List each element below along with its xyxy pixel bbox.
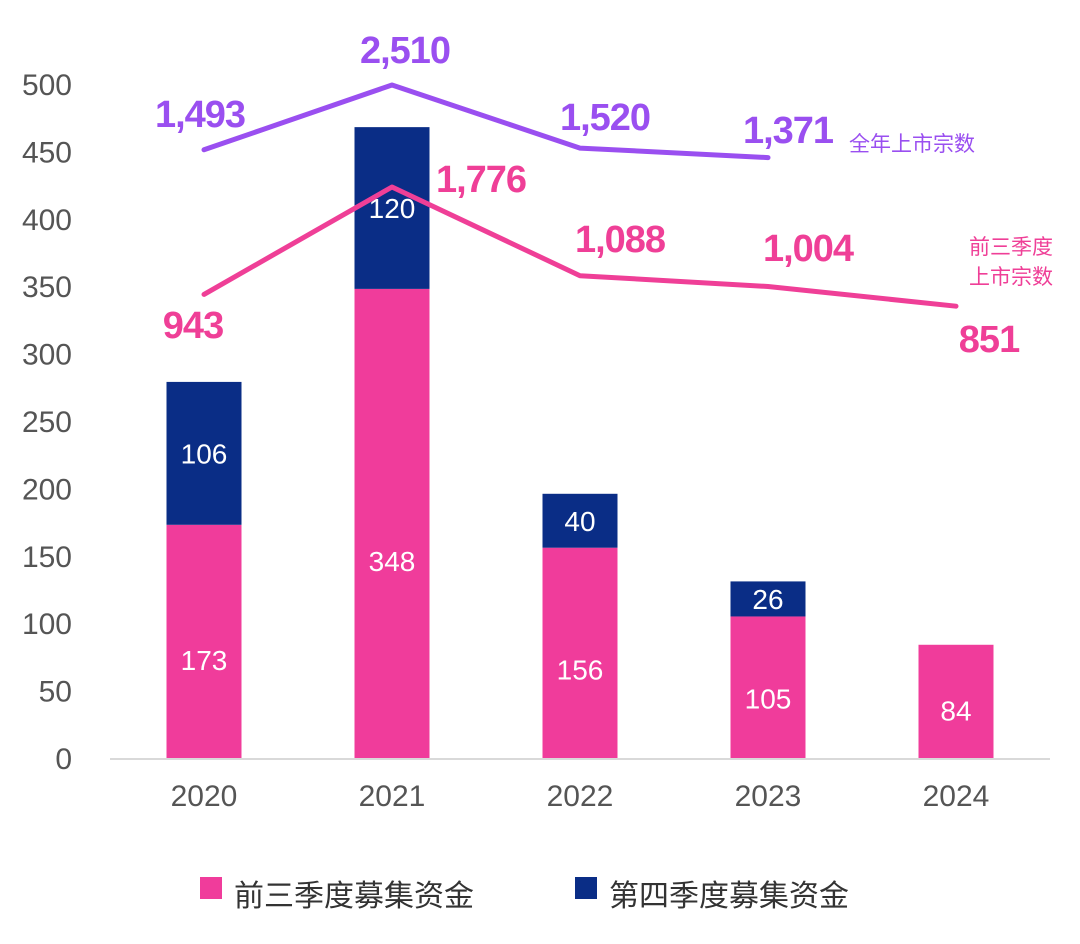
- legend: 前三季度募集资金 第四季度募集资金: [200, 877, 849, 914]
- x-tick-label: 2024: [923, 780, 990, 813]
- line-series-tag: 全年上市宗数: [849, 132, 975, 156]
- y-tick-label: 350: [22, 271, 72, 304]
- y-axis: 0 50 100 150 200 250 300 350 400 450 500: [22, 69, 72, 776]
- y-tick-label: 450: [22, 136, 72, 169]
- lines: 1,493 2,510 1,520 1,371 全年上市宗数 943 1,776 1,088 1…: [155, 30, 1053, 361]
- legend-label-q1q3: 前三季度募集资金: [234, 879, 474, 914]
- bar-q1q3-2022: [542, 547, 618, 758]
- bar-value-label: 106: [181, 438, 228, 469]
- legend-swatch-q4: [575, 877, 597, 899]
- bar-q4-2023: [730, 581, 806, 617]
- x-axis: 2020 2021 2022 2023 2024: [171, 780, 990, 813]
- y-tick-label: 150: [22, 541, 72, 574]
- bar-q4-2020: [166, 381, 242, 525]
- line-value-label: 943: [163, 305, 223, 347]
- bar-value-label: 348: [369, 546, 416, 577]
- line-value-label: 1,520: [560, 97, 650, 139]
- line-value-label: 1,004: [763, 228, 854, 270]
- bar-value-label: 156: [557, 655, 604, 686]
- x-tick-label: 2023: [735, 780, 802, 813]
- line-series-tag: 上市宗数: [969, 265, 1053, 289]
- line-value-label: 1,493: [155, 94, 245, 136]
- line-series-tag: 前三季度: [969, 235, 1053, 259]
- line-value-label: 1,776: [436, 159, 526, 201]
- y-tick-label: 100: [22, 608, 72, 641]
- bar-q1q3-2020: [166, 524, 242, 758]
- y-tick-label: 500: [22, 69, 72, 102]
- bar-q1q3-2024: [918, 644, 994, 758]
- line-value-label: 2,510: [360, 30, 450, 72]
- x-tick-label: 2020: [171, 780, 238, 813]
- y-tick-label: 50: [39, 676, 72, 709]
- bar-q1q3-2023: [730, 616, 806, 758]
- line-value-label: 851: [959, 319, 1020, 361]
- legend-swatch-q1q3: [200, 877, 222, 899]
- x-tick-label: 2021: [359, 780, 426, 813]
- x-tick-label: 2022: [547, 780, 614, 813]
- y-tick-label: 0: [55, 743, 72, 776]
- y-tick-label: 200: [22, 473, 72, 506]
- bar-value-label: 40: [564, 506, 595, 537]
- line-full-year-listings: [201, 82, 771, 161]
- bar-q1q3-2021: [354, 288, 430, 758]
- bar-value-label: 26: [752, 584, 783, 615]
- bar-q4-2022: [542, 493, 618, 548]
- bar-value-label: 173: [181, 645, 228, 676]
- line-value-label: 1,371: [743, 110, 834, 152]
- y-tick-label: 250: [22, 406, 72, 439]
- y-tick-label: 300: [22, 339, 72, 372]
- legend-label-q4: 第四季度募集资金: [609, 879, 849, 914]
- bar-value-label: 105: [745, 684, 792, 715]
- line-value-label: 1,088: [575, 219, 665, 261]
- y-tick-label: 400: [22, 204, 72, 237]
- bar-value-label: 84: [940, 695, 971, 726]
- bar-q4-2021: [354, 127, 430, 289]
- line-q1q3-listings: [201, 184, 959, 309]
